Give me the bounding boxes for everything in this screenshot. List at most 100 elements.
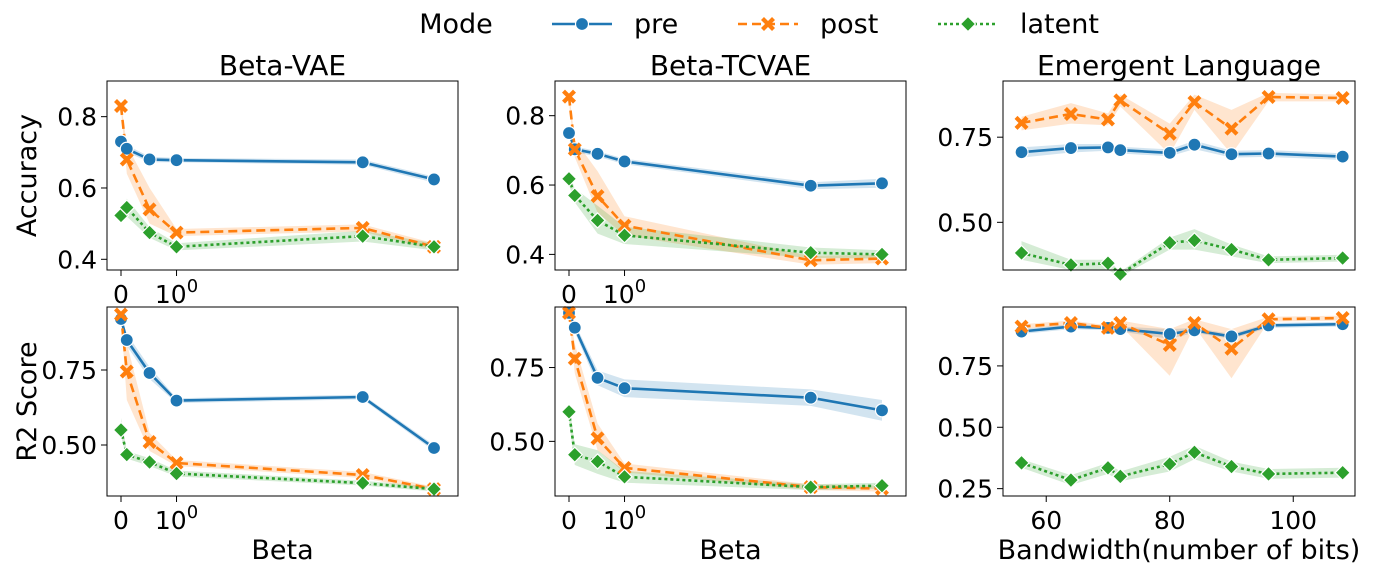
ci-band-pre bbox=[569, 310, 882, 421]
series-line-pre bbox=[567, 132, 883, 188]
data-point-latent bbox=[1186, 232, 1203, 249]
x-tick-label: 0 bbox=[561, 280, 577, 309]
data-point-post bbox=[1187, 315, 1202, 330]
x-tick-label: 100 bbox=[155, 276, 198, 309]
y-tick-label: 0.4 bbox=[505, 240, 545, 269]
data-point-latent bbox=[1161, 234, 1179, 252]
data-point-pre bbox=[874, 403, 890, 418]
legend-entry-pre: pre bbox=[552, 9, 678, 40]
ci-band-post bbox=[121, 102, 434, 251]
data-point-post bbox=[617, 218, 632, 233]
y-tick-label: 0.75 bbox=[41, 356, 97, 385]
data-point-post bbox=[1113, 315, 1128, 330]
data-point-latent bbox=[141, 224, 158, 241]
data-point-pre bbox=[426, 172, 442, 187]
data-point-post bbox=[1335, 311, 1350, 326]
data-point-latent bbox=[589, 212, 606, 229]
legend-title: Mode bbox=[419, 9, 493, 40]
chart-panel-bvae-r2: 0.50 0.75 0 100 Beta R2 Score bbox=[12, 306, 459, 566]
data-point-pre bbox=[1224, 329, 1239, 344]
data-point-latent bbox=[1013, 454, 1030, 472]
data-point-latent bbox=[1161, 455, 1179, 473]
data-point-post bbox=[567, 351, 582, 366]
y-tick-label: 0.50 bbox=[937, 208, 993, 237]
data-point-pre bbox=[803, 178, 818, 193]
series-line-pre bbox=[119, 140, 435, 181]
data-point-pre bbox=[561, 125, 577, 141]
data-point-post bbox=[590, 431, 605, 446]
x-axis-label: Beta bbox=[699, 535, 761, 566]
data-point-pre bbox=[169, 153, 184, 168]
x-axis-label: Bandwidth(number of bits) bbox=[998, 535, 1361, 566]
data-point-latent bbox=[566, 446, 584, 464]
data-point-pre bbox=[803, 390, 818, 405]
data-point-post bbox=[1100, 112, 1115, 127]
data-point-pre bbox=[119, 141, 134, 156]
series-line-pre bbox=[119, 318, 435, 450]
data-point-pre bbox=[355, 389, 370, 405]
data-point-post bbox=[562, 305, 576, 320]
legend-entry-latent: latent bbox=[938, 9, 1099, 40]
axes-frame bbox=[554, 306, 907, 497]
data-point-pre bbox=[1187, 137, 1202, 152]
y-tick-label: 0.4 bbox=[57, 245, 97, 274]
data-point-pre bbox=[590, 146, 605, 161]
chart-panel-btcvae-r2: 0.50 0.75 0 100 Beta bbox=[489, 305, 907, 566]
data-point-latent bbox=[1062, 471, 1080, 489]
data-point-latent bbox=[1099, 459, 1117, 477]
y-axis-label: R2 Score bbox=[12, 341, 43, 461]
data-point-latent bbox=[1099, 254, 1117, 272]
data-point-latent bbox=[1223, 458, 1240, 475]
data-point-latent bbox=[616, 468, 633, 486]
ci-band-post bbox=[1021, 315, 1343, 379]
series-line-post bbox=[119, 314, 435, 491]
y-tick-label: 0.75 bbox=[937, 352, 993, 381]
data-point-post bbox=[567, 142, 582, 157]
legend-marker-pre bbox=[574, 16, 590, 32]
data-point-latent bbox=[1111, 468, 1129, 485]
data-point-latent bbox=[560, 170, 578, 188]
chart-panel-btcvae-acc: 0.4 0.6 0.8 0 100 Beta-TCVAE bbox=[505, 49, 907, 309]
ci-band-post bbox=[121, 311, 434, 492]
ci-band-pre bbox=[121, 316, 434, 451]
data-point-latent bbox=[425, 238, 443, 256]
chart-panel-bvae-acc: 0.4 0.6 0.8 0 100 Beta-VAE Accuracy bbox=[12, 49, 459, 309]
data-point-post bbox=[114, 98, 128, 113]
data-point-post bbox=[119, 152, 134, 167]
data-point-pre bbox=[617, 381, 632, 396]
y-tick-label: 0.75 bbox=[489, 354, 545, 383]
data-point-latent bbox=[118, 446, 136, 463]
data-point-post bbox=[114, 307, 128, 322]
data-point-pre bbox=[617, 154, 632, 169]
data-point-post bbox=[1261, 90, 1276, 104]
axes-frame bbox=[106, 306, 459, 497]
series-line-post bbox=[567, 96, 883, 262]
data-point-post bbox=[1261, 312, 1276, 327]
y-tick-label: 0.8 bbox=[505, 102, 545, 131]
y-tick-label: 0.8 bbox=[57, 103, 97, 132]
data-point-latent bbox=[802, 478, 820, 496]
y-tick-label: 0.50 bbox=[41, 431, 97, 460]
data-point-latent bbox=[1334, 464, 1351, 482]
data-point-post bbox=[1335, 91, 1350, 106]
data-point-post bbox=[142, 435, 157, 449]
data-point-latent bbox=[118, 199, 136, 216]
data-point-latent bbox=[168, 465, 185, 482]
data-point-latent bbox=[112, 421, 130, 439]
data-point-latent bbox=[802, 244, 820, 262]
data-point-post bbox=[1014, 319, 1029, 334]
legend: Mode pre post latent bbox=[419, 9, 1099, 40]
data-point-pre bbox=[1224, 147, 1239, 162]
data-point-post bbox=[562, 89, 576, 104]
data-point-latent bbox=[1334, 249, 1351, 267]
x-tick-label: 0 bbox=[561, 506, 577, 535]
data-point-post bbox=[1224, 121, 1239, 136]
data-point-post bbox=[1063, 315, 1078, 330]
data-point-pre bbox=[119, 332, 134, 348]
data-point-pre bbox=[1100, 140, 1116, 155]
data-point-pre bbox=[1335, 149, 1350, 164]
data-point-latent bbox=[873, 477, 891, 495]
data-point-pre bbox=[426, 440, 442, 456]
